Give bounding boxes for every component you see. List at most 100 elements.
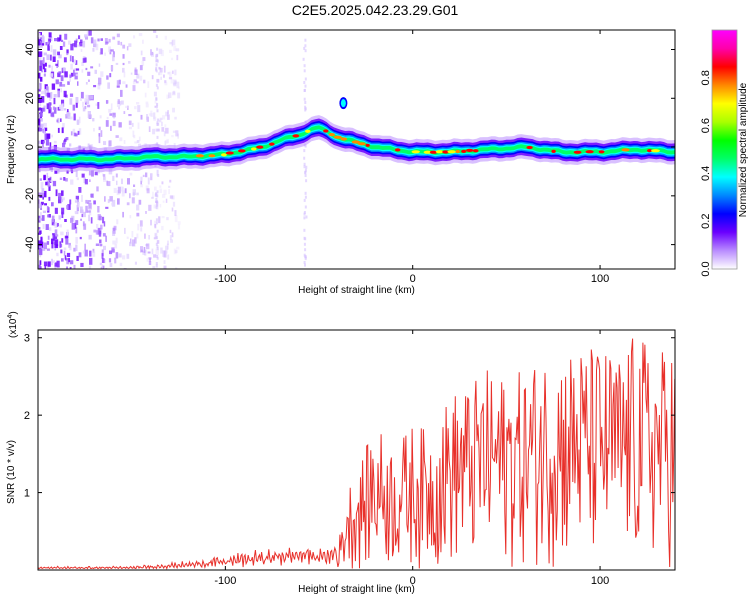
- heatmap-noise-cell: [48, 196, 51, 201]
- heatmap-noise-cell: [129, 215, 132, 219]
- heatmap-noise-cell: [39, 248, 43, 256]
- heatmap-noise-cell: [82, 211, 86, 218]
- heatmap-noise-cell: [44, 127, 48, 131]
- heatmap-noise-cell: [158, 48, 163, 55]
- heatmap-noise-cell: [78, 252, 82, 258]
- heatmap-noise-cell: [46, 206, 49, 212]
- heatmap-noise-cell: [48, 214, 51, 218]
- heatmap-noise-cell: [69, 74, 72, 78]
- heatmap-noise-cell: [90, 217, 93, 224]
- heatmap-streak-cell: [304, 237, 307, 241]
- heatmap-noise-cell: [106, 180, 109, 186]
- heatmap-noise-cell: [98, 83, 101, 86]
- heatmap-noise-cell: [63, 177, 66, 181]
- heatmap-noise-cell: [75, 97, 79, 104]
- heatmap-streak-cell: [304, 171, 307, 175]
- heatmap-noise-cell: [165, 127, 169, 134]
- heatmap-noise-cell: [111, 247, 115, 253]
- heatmap-noise-cell: [70, 179, 74, 185]
- heatmap-noise-cell: [127, 178, 130, 185]
- ridge-hotspot: [256, 145, 264, 149]
- heatmap-noise-cell: [90, 37, 94, 44]
- heatmap-noise-cell: [54, 38, 58, 42]
- heatmap-noise-cell: [131, 122, 134, 127]
- heatmap-noise-cell: [150, 110, 153, 117]
- heatmap-noise-cell: [80, 262, 84, 267]
- heatmap-noise-cell: [50, 54, 52, 61]
- heatmap-noise-cell: [50, 179, 53, 183]
- heatmap-noise-cell: [69, 260, 74, 265]
- heatmap-streak-cell: [303, 89, 306, 92]
- heatmap-noise-cell: [48, 64, 51, 68]
- heatmap-noise-cell: [38, 94, 41, 98]
- heatmap-noise-cell: [47, 235, 50, 240]
- heatmap-noise-cell: [132, 85, 136, 92]
- ridge-hotspot: [621, 148, 630, 152]
- ridge-hotspot: [647, 149, 652, 153]
- heatmap-noise-cell: [38, 203, 42, 209]
- heatmap-noise-cell: [164, 82, 168, 86]
- heatmap-noise-cell: [93, 128, 95, 132]
- heatmap-streak-cell: [304, 195, 307, 199]
- heatmap-noise-cell: [176, 54, 179, 61]
- heatmap-noise-cell: [139, 75, 143, 81]
- heatmap-noise-cell: [100, 48, 103, 55]
- heatmap-noise-cell: [38, 50, 41, 53]
- heatmap-noise-cell: [40, 181, 44, 189]
- heatmap-noise-cell: [115, 135, 119, 138]
- heatmap-noise-cell: [66, 259, 70, 265]
- heatmap-noise-cell: [160, 247, 163, 254]
- heatmap-noise-cell: [144, 92, 147, 98]
- heatmap-noise-cell: [107, 199, 110, 204]
- heatmap-noise-cell: [159, 117, 163, 120]
- heatmap-streak-cell: [303, 216, 306, 220]
- heatmap-noise-cell: [162, 200, 165, 203]
- heatmap-noise-cell: [73, 264, 76, 269]
- heatmap-noise-cell: [46, 103, 50, 110]
- heatmap-noise-cell: [88, 214, 90, 222]
- ridge-hotspot: [365, 143, 370, 147]
- heatmap-noise-cell: [115, 252, 119, 259]
- heatmap-noise-cell: [92, 248, 95, 253]
- heatmap-noise-cell: [41, 96, 45, 103]
- heatmap-noise-cell: [138, 136, 141, 142]
- heatmap-noise-cell: [141, 60, 145, 66]
- heatmap-noise-cell: [38, 246, 42, 249]
- ridge-hotspot: [292, 134, 300, 138]
- heatmap-noise-cell: [57, 106, 61, 111]
- heatmap-noise-cell: [148, 126, 151, 132]
- heatmap-noise-cell: [155, 201, 159, 207]
- heatmap-noise-cell: [67, 81, 70, 85]
- heatmap-noise-cell: [85, 199, 88, 204]
- heatmap-noise-cell: [98, 63, 101, 67]
- heatmap-noise-cell: [78, 35, 81, 40]
- heatmap-noise-cell: [75, 68, 80, 71]
- heatmap-noise-cell: [161, 216, 165, 219]
- heatmap-noise-cell: [108, 258, 112, 263]
- heatmap-noise-cell: [62, 197, 65, 201]
- colorbar-tick-label: 0.8: [700, 70, 712, 85]
- heatmap-noise-cell: [88, 202, 92, 210]
- heatmap-noise-cell: [63, 57, 67, 63]
- ridge-hotspot: [466, 148, 474, 152]
- heatmap-noise-cell: [54, 170, 58, 174]
- heatmap-noise-cell: [108, 46, 111, 53]
- heatmap-noise-cell: [164, 80, 167, 84]
- heatmap-noise-cell: [117, 186, 121, 194]
- heatmap-noise-cell: [163, 65, 166, 73]
- heatmap-noise-cell: [81, 194, 83, 202]
- heatmap-noise-cell: [40, 201, 44, 204]
- heatmap-noise-cell: [104, 38, 108, 45]
- heatmap-noise-cell: [119, 137, 123, 142]
- heatmap-noise-cell: [112, 112, 116, 118]
- heatmap-noise-cell: [135, 81, 139, 84]
- heatmap-noise-cell: [149, 258, 151, 262]
- heatmap-noise-cell: [44, 70, 46, 77]
- heatmap-noise-cell: [150, 49, 152, 56]
- heatmap-noise-cell: [89, 179, 91, 182]
- heatmap-noise-cell: [140, 184, 143, 188]
- heatmap-noise-cell: [39, 230, 42, 234]
- heatmap-noise-cell: [39, 83, 42, 90]
- heatmap-noise-cell: [48, 102, 51, 110]
- heatmap-noise-cell: [98, 133, 101, 137]
